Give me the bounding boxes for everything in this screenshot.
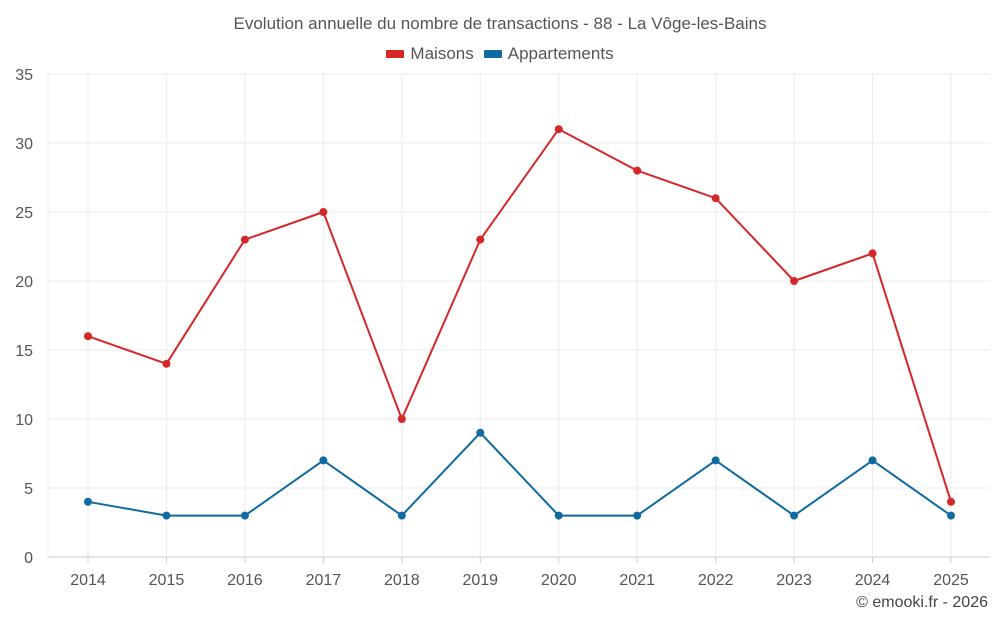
x-tick-label: 2021	[619, 572, 655, 589]
data-point-maisons[interactable]	[790, 277, 799, 285]
legend: Maisons Appartements	[0, 44, 1000, 64]
x-tick-label: 2023	[776, 572, 812, 589]
x-tick-label: 2017	[306, 572, 342, 589]
legend-item-maisons[interactable]: Maisons	[386, 44, 474, 64]
grid	[47, 73, 990, 558]
legend-item-appartements[interactable]: Appartements	[483, 44, 614, 64]
data-point-appartements[interactable]	[84, 497, 92, 506]
data-point-maisons[interactable]	[554, 125, 563, 134]
x-tick-label: 2015	[149, 572, 185, 589]
data-point-appartements[interactable]	[397, 511, 406, 520]
x-tick-label: 2024	[855, 572, 891, 589]
data-point-maisons[interactable]	[947, 497, 955, 506]
data-point-maisons[interactable]	[240, 235, 249, 244]
y-tick-label: 15	[15, 343, 33, 360]
x-tick-label: 2020	[541, 572, 577, 589]
credit-text: © emooki.fr - 2026	[856, 594, 988, 611]
data-point-maisons[interactable]	[397, 415, 406, 423]
y-tick-label: 0	[24, 550, 33, 567]
x-tick-label: 2025	[933, 572, 969, 589]
data-point-appartements[interactable]	[868, 456, 877, 465]
series-line-maisons	[87, 128, 952, 503]
data-point-maisons[interactable]	[162, 359, 171, 368]
data-point-appartements[interactable]	[476, 428, 485, 437]
data-point-appartements[interactable]	[711, 456, 720, 465]
x-tick-label: 2014	[70, 572, 106, 589]
x-tick-label: 2019	[462, 572, 498, 589]
data-point-maisons[interactable]	[476, 235, 485, 244]
y-tick-label: 20	[15, 274, 33, 291]
y-tick-label: 25	[15, 205, 33, 222]
chart-title: Evolution annuelle du nombre de transact…	[233, 14, 767, 33]
data-point-appartements[interactable]	[319, 456, 328, 465]
legend-label-maisons: Maisons	[410, 44, 474, 63]
legend-swatch-appartements	[483, 50, 502, 58]
series	[84, 125, 955, 520]
legend-swatch-maisons	[386, 50, 405, 58]
data-point-maisons[interactable]	[711, 194, 720, 203]
y-tick-label: 10	[15, 412, 33, 429]
y-tick-label: 5	[24, 481, 33, 498]
data-point-appartements[interactable]	[162, 511, 171, 520]
x-tick-label: 2018	[384, 572, 420, 589]
data-point-appartements[interactable]	[240, 511, 249, 520]
x-tick-label: 2022	[698, 572, 734, 589]
legend-label-appartements: Appartements	[507, 44, 614, 63]
data-point-maisons[interactable]	[84, 332, 92, 341]
x-tick-label: 2016	[227, 572, 263, 589]
y-tick-label: 30	[15, 136, 33, 153]
series-line-appartements	[87, 431, 952, 517]
data-point-maisons[interactable]	[633, 166, 642, 175]
y-tick-label: 35	[15, 67, 33, 84]
data-point-maisons[interactable]	[319, 208, 328, 216]
data-point-appartements[interactable]	[633, 511, 642, 520]
data-point-appartements[interactable]	[790, 511, 799, 520]
data-point-appartements[interactable]	[947, 511, 955, 520]
data-point-maisons[interactable]	[868, 249, 877, 258]
data-point-appartements[interactable]	[554, 511, 563, 520]
